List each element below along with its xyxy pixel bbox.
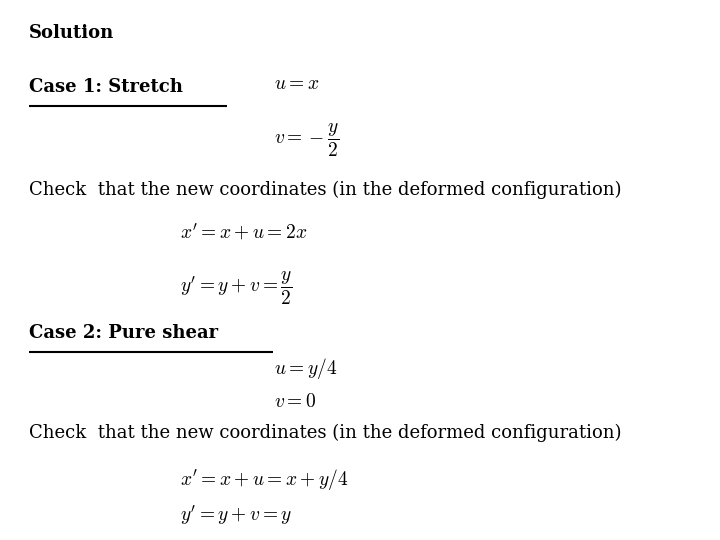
Text: $\mathit{u} = \mathit{x}$: $\mathit{u} = \mathit{x}$ xyxy=(274,75,319,92)
Text: $\mathit{y}^{\prime} = \mathit{y} + \mathit{v} = \mathit{y}$: $\mathit{y}^{\prime} = \mathit{y} + \mat… xyxy=(180,503,292,527)
Text: Check  that the new coordinates (in the deformed configuration): Check that the new coordinates (in the d… xyxy=(29,424,621,442)
Text: Solution: Solution xyxy=(29,24,114,42)
Text: $\mathit{x}^{\prime} = \mathit{x} + \mathit{u} = \mathit{x} + \mathit{y}/4$: $\mathit{x}^{\prime} = \mathit{x} + \mat… xyxy=(180,467,349,492)
Text: Case 2: Pure shear: Case 2: Pure shear xyxy=(29,324,218,342)
Text: $\mathit{x}^{\prime} = \mathit{x} + \mathit{u} = 2\mathit{x}$: $\mathit{x}^{\prime} = \mathit{x} + \mat… xyxy=(180,221,307,242)
Text: Check  that the new coordinates (in the deformed configuration): Check that the new coordinates (in the d… xyxy=(29,181,621,199)
Text: $\mathit{v} = 0$: $\mathit{v} = 0$ xyxy=(274,393,316,411)
Text: $\mathit{u} = \mathit{y}/4$: $\mathit{u} = \mathit{y}/4$ xyxy=(274,356,337,381)
Text: $\mathit{y}^{\prime} = \mathit{y} + \mathit{v} = \dfrac{\mathit{y}}{2}$: $\mathit{y}^{\prime} = \mathit{y} + \mat… xyxy=(180,270,292,307)
Text: $\mathit{v} = -\dfrac{\mathit{y}}{2}$: $\mathit{v} = -\dfrac{\mathit{y}}{2}$ xyxy=(274,122,338,159)
Text: Case 1: Stretch: Case 1: Stretch xyxy=(29,78,183,96)
